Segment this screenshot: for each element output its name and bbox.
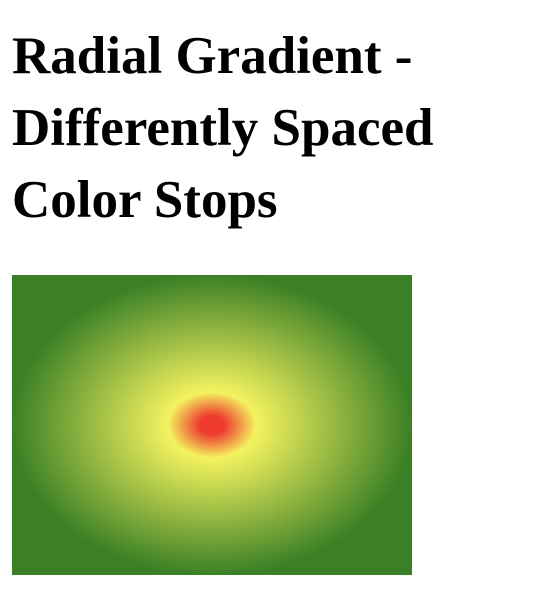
page-title-line-1: Radial Gradient -	[12, 27, 413, 85]
page-title-line-2: Differently Spaced	[12, 99, 434, 157]
page-title: Radial Gradient - Differently Spaced Col…	[12, 20, 542, 236]
page-title-line-3: Color Stops	[12, 171, 278, 229]
radial-gradient-box	[12, 275, 412, 575]
